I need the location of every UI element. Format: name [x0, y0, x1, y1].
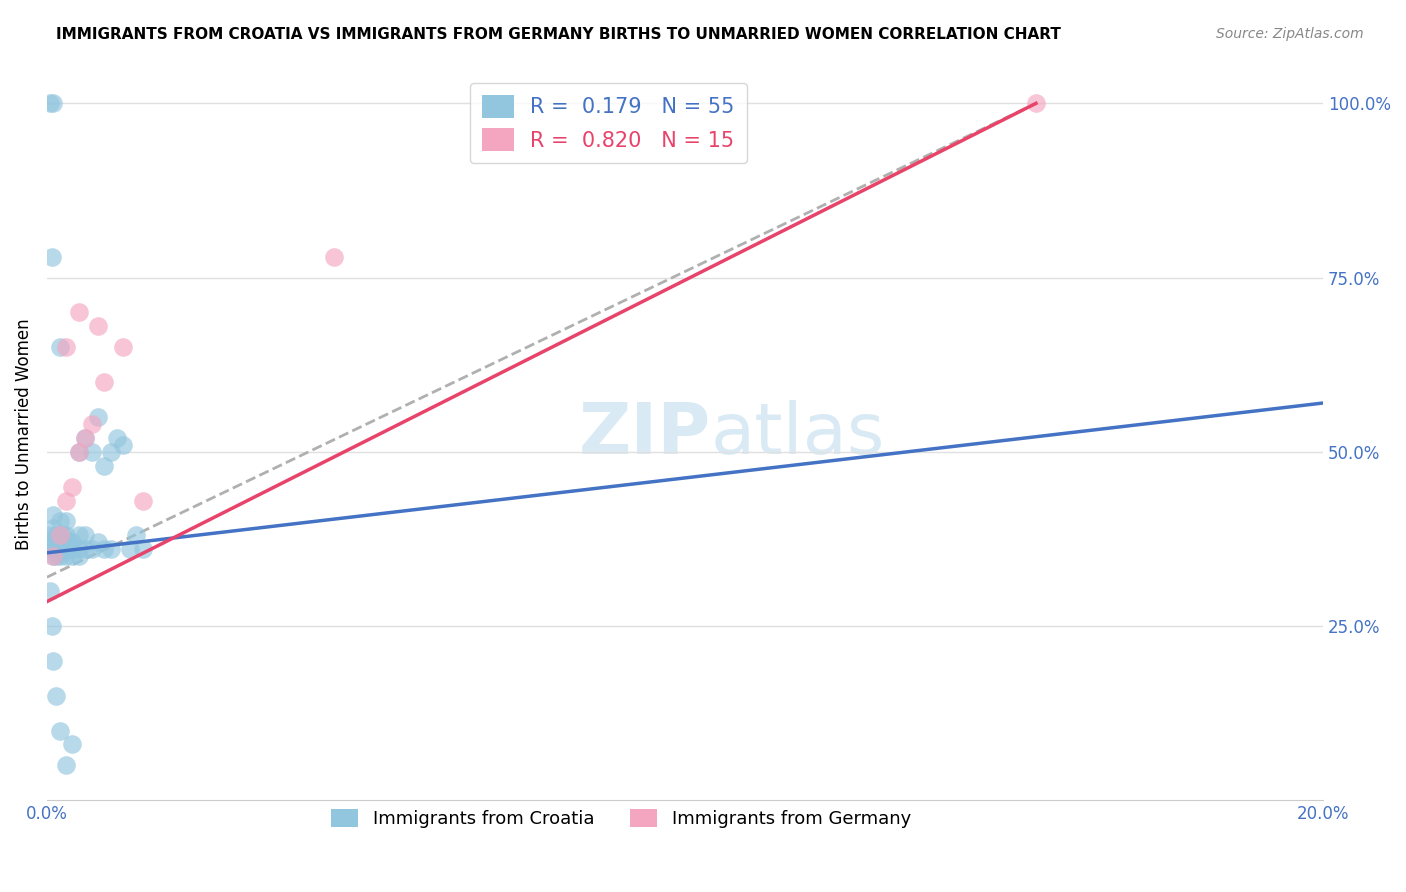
- Point: [42, 521, 65, 535]
- Point: [1025, 96, 1047, 111]
- Point: [93, 542, 115, 557]
- Point: [44, 542, 66, 557]
- Point: [58, 535, 80, 549]
- Point: [87, 409, 110, 424]
- Text: ZIP: ZIP: [578, 400, 710, 469]
- Point: [42, 549, 65, 564]
- Point: [75, 431, 97, 445]
- Point: [75, 528, 97, 542]
- Point: [55, 542, 77, 557]
- Point: [55, 528, 77, 542]
- Point: [41, 250, 63, 264]
- Point: [67, 444, 90, 458]
- Point: [48, 535, 70, 549]
- Point: [41, 535, 63, 549]
- Point: [39, 528, 62, 542]
- Point: [45, 528, 67, 542]
- Point: [45, 549, 67, 564]
- Point: [87, 535, 110, 549]
- Point: [80, 444, 103, 458]
- Legend: Immigrants from Croatia, Immigrants from Germany: Immigrants from Croatia, Immigrants from…: [323, 801, 918, 835]
- Point: [41, 619, 63, 633]
- Point: [42, 549, 65, 564]
- Point: [118, 542, 141, 557]
- Point: [48, 515, 70, 529]
- Point: [75, 542, 97, 557]
- Point: [48, 549, 70, 564]
- Point: [125, 528, 148, 542]
- Point: [42, 508, 65, 522]
- Point: [62, 738, 84, 752]
- Point: [55, 493, 77, 508]
- Point: [62, 549, 84, 564]
- Point: [39, 584, 62, 599]
- Point: [80, 417, 103, 431]
- Point: [93, 375, 115, 389]
- Point: [42, 654, 65, 668]
- Point: [100, 444, 122, 458]
- Text: IMMIGRANTS FROM CROATIA VS IMMIGRANTS FROM GERMANY BIRTHS TO UNMARRIED WOMEN COR: IMMIGRANTS FROM CROATIA VS IMMIGRANTS FR…: [56, 27, 1062, 42]
- Point: [80, 542, 103, 557]
- Point: [62, 480, 84, 494]
- Point: [87, 319, 110, 334]
- Point: [67, 305, 90, 319]
- Point: [100, 542, 122, 557]
- Point: [75, 431, 97, 445]
- Point: [48, 542, 70, 557]
- Point: [112, 438, 135, 452]
- Point: [112, 340, 135, 354]
- Point: [67, 542, 90, 557]
- Point: [55, 758, 77, 772]
- Point: [52, 528, 75, 542]
- Point: [67, 549, 90, 564]
- Text: atlas: atlas: [710, 400, 884, 469]
- Point: [39, 96, 62, 111]
- Point: [62, 542, 84, 557]
- Point: [48, 723, 70, 738]
- Point: [58, 542, 80, 557]
- Point: [105, 431, 128, 445]
- Point: [45, 535, 67, 549]
- Point: [42, 535, 65, 549]
- Point: [67, 528, 90, 542]
- Point: [131, 542, 153, 557]
- Point: [55, 535, 77, 549]
- Point: [55, 340, 77, 354]
- Point: [48, 528, 70, 542]
- Y-axis label: Births to Unmarried Women: Births to Unmarried Women: [15, 318, 32, 550]
- Point: [323, 250, 346, 264]
- Point: [42, 96, 65, 111]
- Point: [48, 528, 70, 542]
- Point: [62, 535, 84, 549]
- Point: [55, 515, 77, 529]
- Point: [45, 689, 67, 703]
- Text: Source: ZipAtlas.com: Source: ZipAtlas.com: [1216, 27, 1364, 41]
- Point: [67, 444, 90, 458]
- Point: [52, 542, 75, 557]
- Point: [131, 493, 153, 508]
- Point: [48, 340, 70, 354]
- Point: [93, 458, 115, 473]
- Point: [39, 542, 62, 557]
- Point: [55, 549, 77, 564]
